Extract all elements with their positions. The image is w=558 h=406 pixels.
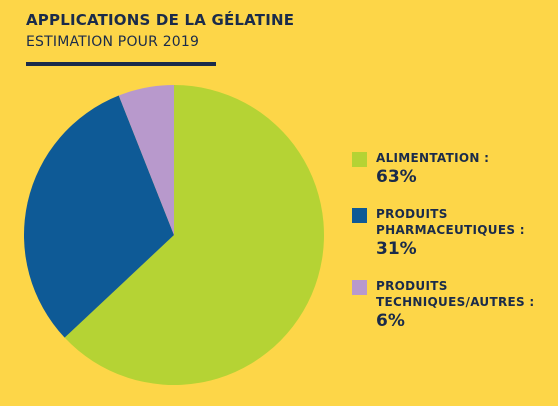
pie-slice-pharmaceutiques — [23, 95, 175, 338]
legend-item-techniques: PRODUITS TECHNIQUES/AUTRES : 6% — [352, 278, 552, 332]
legend-label-techniques: PRODUITS TECHNIQUES/AUTRES : — [376, 279, 535, 309]
legend: ALIMENTATION : 63% PRODUITS PHARMACEUTIQ… — [352, 150, 552, 350]
legend-label-alimentation: ALIMENTATION : — [376, 151, 490, 165]
legend-item-pharmaceutiques: PRODUITS PHARMACEUTIQUES : 31% — [352, 206, 552, 260]
legend-swatch-alimentation — [352, 152, 367, 167]
legend-label-pharmaceutiques: PRODUITS PHARMACEUTIQUES : — [376, 207, 525, 237]
chart-title: APPLICATIONS DE LA GÉLATINE — [26, 11, 295, 29]
legend-swatch-pharmaceutiques — [352, 208, 367, 223]
legend-value-techniques: 6% — [376, 311, 405, 331]
legend-value-alimentation: 63% — [376, 167, 417, 187]
pie-slice-alimentation — [64, 85, 324, 385]
legend-swatch-techniques — [352, 280, 367, 295]
legend-item-alimentation: ALIMENTATION : 63% — [352, 150, 552, 188]
pie-slice-techniques — [118, 85, 174, 235]
title-divider — [26, 62, 216, 66]
legend-value-pharmaceutiques: 31% — [376, 239, 417, 259]
chart-subtitle: ESTIMATION POUR 2019 — [26, 34, 200, 50]
